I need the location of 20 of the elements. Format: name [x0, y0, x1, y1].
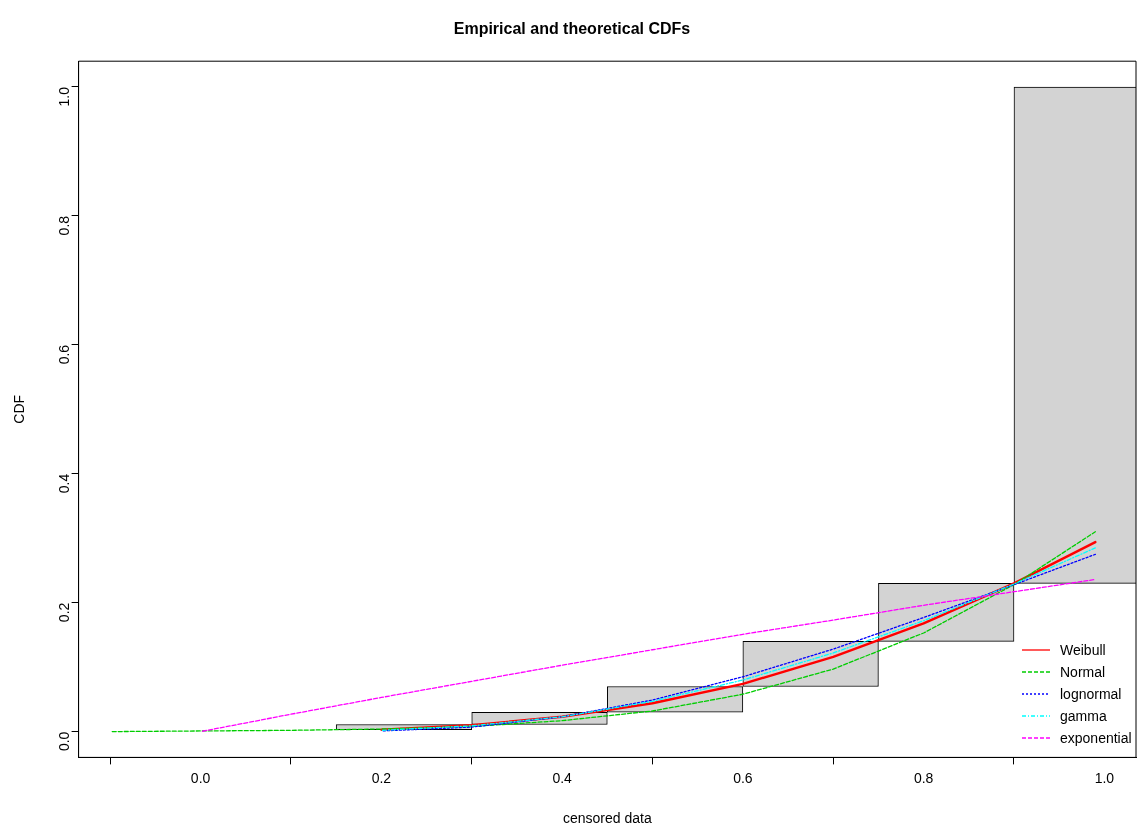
chart-title: Empirical and theoretical CDFs	[453, 20, 691, 38]
x-tick-label: 1.0	[1094, 769, 1115, 786]
y-tick-label: 0.4	[56, 473, 73, 494]
x-tick-label: 0.8	[913, 769, 934, 786]
y-tick-label: 0.0	[56, 731, 73, 752]
x-axis-title: censored data	[562, 810, 652, 827]
legend-label: Weibull	[1060, 642, 1106, 659]
y-tick-label: 1.0	[56, 86, 73, 107]
legend-label: Normal	[1060, 664, 1106, 681]
y-tick-label: 0.8	[56, 215, 73, 236]
x-tick-label: 0.4	[552, 769, 573, 786]
x-tick-label: 0.6	[733, 769, 753, 786]
x-tick-label: 0.2	[371, 769, 392, 786]
legend-label: lognormal	[1060, 686, 1122, 703]
y-tick-label: 0.6	[56, 344, 73, 365]
legend-label: exponential	[1060, 730, 1132, 747]
y-axis-title: CDF	[11, 394, 28, 424]
x-tick-label: 0.0	[190, 769, 211, 786]
legend-label: gamma	[1060, 708, 1107, 725]
y-tick-label: 0.2	[56, 602, 73, 623]
